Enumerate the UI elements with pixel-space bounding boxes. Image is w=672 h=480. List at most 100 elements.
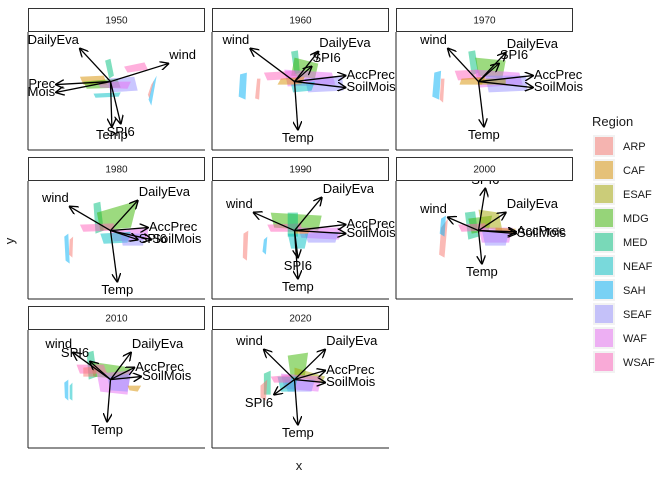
loading-arrow-temp: [295, 230, 298, 279]
loading-label-accprec: AccPrec: [534, 67, 583, 82]
legend-label: MED: [623, 237, 648, 249]
loading-label-spi6: SPI6: [313, 50, 341, 65]
hull-arp: [242, 230, 249, 261]
legend-entry-arp: ARP: [593, 135, 646, 157]
loading-arrow-dailyeva: [478, 213, 506, 232]
loading-arrow-wind: [70, 207, 111, 232]
loading-label-temp: Temp: [468, 127, 500, 142]
facet-strip: [396, 8, 573, 32]
hull-arp: [147, 80, 154, 99]
legend: Region ARP CAF ESAF MDG MED NEAF SAH SEAF WAF WSA…: [592, 114, 655, 373]
loading-arrow-dailyeva: [80, 49, 111, 83]
legend-entry-caf: CAF: [593, 159, 645, 181]
loading-label-soilmois: SoilMois: [534, 79, 584, 94]
hull-med: [468, 50, 479, 76]
legend-label: WAF: [623, 333, 647, 345]
loading-label-dailyeva: DailyEva: [507, 196, 559, 211]
loading-label-temp: Temp: [282, 130, 314, 145]
loading-label-temp: Temp: [91, 422, 123, 437]
loading-label-temp: Temp: [282, 425, 314, 440]
loading-label-wind: wind: [44, 336, 72, 351]
hull-esaf: [478, 78, 506, 85]
facet-strip: [212, 306, 389, 330]
loading-label-temp: Temp: [101, 282, 133, 297]
legend-swatch: [595, 161, 613, 179]
facet-strip: [212, 8, 389, 32]
hull-arp: [260, 379, 268, 401]
hull-arp: [69, 236, 74, 258]
legend-swatch: [595, 257, 613, 275]
loading-arrow-soilmois: [294, 231, 346, 234]
loading-arrow-accprec: [478, 76, 533, 83]
hull-sah: [64, 379, 69, 401]
hull-waf: [96, 81, 131, 89]
loading-label-soilmois: SoilMois: [142, 368, 192, 383]
x-axis-title: x: [296, 458, 303, 473]
hull-sah: [262, 236, 268, 255]
loading-arrow-spi6: [477, 189, 486, 231]
loading-arrow-soilmois: [294, 380, 326, 383]
loading-label-soilmois: SoilMois: [152, 231, 202, 246]
hull-neaf: [287, 233, 309, 249]
facet-strip: [28, 306, 205, 330]
hull-wsaf: [270, 374, 292, 383]
loading-arrow-temp: [295, 379, 298, 425]
loading-label-temp: Temp: [466, 264, 498, 279]
loading-label-wind: wind: [225, 196, 253, 211]
loading-arrow-spi6: [274, 379, 295, 395]
loading-label-spi6: SPI6: [61, 345, 89, 360]
loading-label-spi6: SPI6: [471, 172, 499, 187]
legend-swatch: [595, 329, 613, 347]
loading-arrow-soilmois: [56, 80, 111, 93]
loading-arrow-spi6: [109, 81, 121, 124]
legend-label: CAF: [623, 165, 645, 177]
y-axis-title: y: [2, 237, 17, 244]
facet-strip: [396, 157, 573, 181]
facet-strip-label: 1990: [289, 165, 312, 176]
loading-arrow-temp: [295, 81, 298, 130]
legend-label: ESAF: [623, 189, 652, 201]
loading-label-spi6: SPI6: [245, 395, 273, 410]
legend-entry-sah: SAH: [593, 279, 646, 301]
hull-neaf: [93, 92, 121, 98]
legend-entry-esaf: ESAF: [593, 183, 652, 205]
legend-swatch: [595, 233, 613, 251]
loading-arrow-wind: [448, 217, 479, 232]
loading-label-dailyeva: DailyEva: [326, 333, 378, 348]
legend-swatch: [595, 137, 613, 155]
legend-swatch: [595, 353, 613, 371]
loading-arrow-dailyeva: [293, 198, 322, 231]
loading-arrow-wind: [264, 350, 295, 381]
loading-label-dailyeva: DailyEva: [323, 181, 375, 196]
loading-label-wind: wind: [419, 201, 447, 216]
facet-strip: [28, 8, 205, 32]
hull-sah: [238, 72, 247, 100]
hull-arp: [439, 78, 445, 103]
loading-label-dailyeva: DailyEva: [319, 35, 371, 50]
loading-label-spi6: SPI6: [284, 258, 312, 273]
legend-title: Region: [592, 114, 633, 129]
hull-neaf: [291, 81, 315, 93]
loading-label-accprec: AccPrec: [517, 223, 566, 238]
loading-label-dailyeva: DailyEva: [132, 336, 184, 351]
loading-arrow-accprec: [110, 368, 135, 381]
legend-label: SAH: [623, 285, 646, 297]
legend-label: SEAF: [623, 309, 652, 321]
facet-strip: [212, 157, 389, 181]
loading-arrow-temp: [109, 230, 118, 282]
facet-strip-label: 2000: [473, 165, 496, 176]
loading-label-soilmois: SoilMois: [517, 225, 567, 240]
hull-wsaf: [124, 62, 148, 73]
loading-label-wind: wind: [222, 32, 250, 47]
legend-entry-seaf: SEAF: [593, 303, 652, 325]
facet-strip-label: 1960: [289, 16, 312, 27]
loading-label-dailyeva: DailyEva: [139, 184, 191, 199]
loading-arrow-temp: [107, 379, 110, 422]
